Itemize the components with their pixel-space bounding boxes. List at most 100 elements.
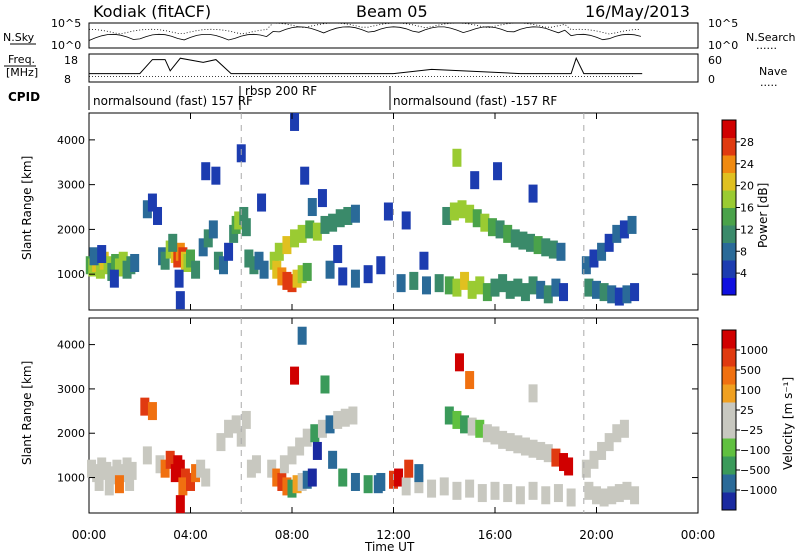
vel-cell — [564, 457, 574, 476]
colorbar-tick-label: 12 — [740, 223, 754, 236]
vel-cell — [439, 477, 449, 496]
vel-cell — [246, 459, 256, 478]
y-tick-label: 3000 — [57, 383, 85, 396]
y-tick-label: 3000 — [57, 179, 85, 192]
vel-cell — [328, 450, 338, 469]
power-cell — [350, 204, 360, 223]
power-cell — [475, 276, 485, 295]
freq-frame — [88, 53, 699, 83]
vel-cell — [520, 437, 530, 456]
vel-cell — [317, 419, 327, 438]
vel-cell — [599, 488, 609, 507]
power-cell — [419, 251, 429, 270]
colorbar-segment — [722, 137, 736, 156]
vel-cell — [165, 450, 175, 469]
colorbar-tick-label: 25 — [740, 404, 754, 417]
power-cell — [599, 283, 609, 302]
colorbar-tick-label: 20 — [740, 180, 754, 193]
power-cell — [607, 285, 617, 304]
vel-cell — [401, 477, 411, 496]
power-cell — [300, 166, 310, 185]
power-cell — [444, 276, 454, 295]
vel-cell — [175, 495, 185, 514]
power-cell — [510, 229, 520, 248]
power-cell — [482, 283, 492, 302]
power-cell — [249, 256, 259, 275]
vel-cell — [236, 428, 246, 447]
vel-cell — [404, 459, 414, 478]
vel-cell — [482, 424, 492, 443]
power-cell — [551, 278, 561, 297]
power-cell — [244, 249, 254, 268]
power-cell — [241, 218, 251, 237]
nave-tick-top: 60 — [708, 54, 722, 67]
power-cell — [175, 291, 185, 310]
y-tick-label: 1000 — [57, 472, 85, 485]
vel-cell — [592, 486, 601, 505]
vel-cell — [279, 455, 289, 474]
power-cell — [290, 112, 300, 131]
power-cell — [597, 242, 607, 261]
power-cell — [274, 242, 284, 261]
power-cell — [335, 209, 345, 228]
vel-cell — [320, 375, 330, 394]
vel-cell — [297, 472, 307, 491]
nsky-label: N.Sky — [3, 31, 35, 44]
velocity-colorbar-label: Velocity [m s⁻¹] — [781, 377, 795, 470]
vel-cell — [312, 441, 322, 460]
power-cell — [627, 215, 637, 234]
power-cell — [234, 211, 244, 230]
power-cell — [520, 283, 530, 302]
colorbar-tick-label: 4 — [740, 267, 747, 280]
velocity-ylabel: Slant Range [km] — [20, 361, 34, 465]
power-cell — [320, 215, 330, 234]
power-cell — [541, 238, 551, 257]
vel-cell — [142, 446, 152, 465]
colorbar-segment — [722, 438, 736, 457]
power-cell — [333, 245, 343, 264]
vel-cell — [287, 479, 297, 498]
power-cell — [97, 245, 107, 264]
power-cell — [556, 242, 566, 261]
vel-cell — [444, 406, 454, 425]
power-cell — [302, 262, 312, 281]
vel-cell — [454, 353, 464, 372]
power-cell — [383, 202, 393, 221]
vel-cell — [140, 397, 150, 416]
vel-cell — [186, 472, 195, 491]
vel-cell — [216, 433, 226, 452]
vel-cell — [490, 426, 500, 445]
vel-cell — [465, 371, 475, 390]
vel-cell — [333, 410, 343, 429]
vel-cell — [528, 384, 538, 403]
colorbar-tick-label: 8 — [740, 245, 747, 258]
power-cell — [213, 251, 223, 270]
power-cell — [376, 256, 386, 275]
vel-cell — [553, 484, 563, 503]
power-cell — [533, 236, 543, 255]
vel-cell — [566, 488, 576, 507]
vel-cell — [630, 486, 640, 505]
power-cell — [536, 280, 546, 299]
vel-cell — [622, 481, 632, 500]
vel-cell — [297, 326, 307, 345]
power-cell — [272, 260, 282, 279]
vel-cell — [460, 415, 470, 434]
power-cell — [350, 269, 360, 288]
vel-cell — [528, 481, 538, 500]
vel-cell — [477, 484, 487, 503]
power-cell — [312, 222, 322, 241]
power-cell — [282, 236, 292, 255]
vel-cell — [251, 455, 261, 474]
vel-cell — [614, 484, 624, 503]
vel-cell — [619, 419, 629, 438]
colorbar-tick-label: −100 — [740, 444, 770, 457]
colorbar-segment — [722, 225, 736, 243]
colorbar-segment — [722, 402, 736, 421]
nsky-left-tick-bottom: 10^0 — [51, 39, 81, 52]
power-cell — [305, 220, 315, 239]
power-cell — [277, 267, 287, 286]
colorbar-segment — [722, 260, 736, 278]
power-cell — [528, 276, 538, 295]
power-cell — [297, 224, 307, 243]
